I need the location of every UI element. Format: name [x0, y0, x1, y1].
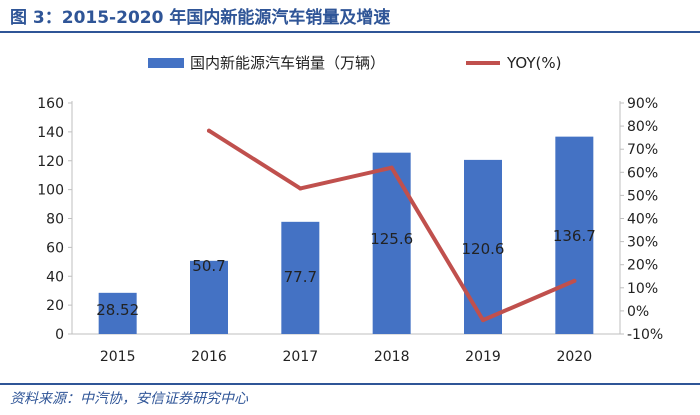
- yoy-point: [298, 186, 303, 191]
- x-tick-label: 2016: [191, 349, 227, 365]
- yoy-point: [389, 165, 394, 170]
- left-tick-label: 100: [37, 183, 64, 199]
- yoy-point: [481, 318, 485, 323]
- legend-bar-swatch: [148, 58, 184, 68]
- sales-bar: [190, 260, 228, 334]
- sales-data-label: 136.7: [553, 227, 596, 245]
- right-tick-label: 40%: [627, 212, 658, 228]
- left-tick-label: 80: [46, 212, 64, 228]
- legend-line-label: YOY(%): [506, 54, 561, 72]
- yoy-point: [207, 128, 211, 133]
- sales-data-label: 28.52: [96, 301, 139, 319]
- sales-bar: [98, 292, 137, 334]
- sales-bar: [281, 221, 320, 334]
- right-tick-label: 80%: [627, 119, 658, 135]
- right-tick-label: 0%: [627, 304, 649, 320]
- right-tick-label: 60%: [627, 165, 658, 181]
- left-tick-label: 0: [55, 327, 64, 343]
- title-divider: [0, 31, 700, 33]
- left-tick-label: 60: [46, 240, 64, 256]
- sales-bar: [372, 152, 411, 334]
- right-tick-label: 70%: [627, 142, 658, 158]
- right-tick-label: 50%: [627, 188, 658, 204]
- right-tick-label: 10%: [627, 281, 658, 297]
- legend-bar-label: 国内新能源汽车销量（万辆）: [190, 54, 385, 72]
- right-tick-label: 30%: [627, 235, 658, 251]
- sales-data-label: 120.6: [462, 240, 505, 258]
- sales-data-label: 77.7: [284, 268, 317, 286]
- source-note: 资料来源：中汽协，安信证券研究中心: [10, 391, 248, 407]
- left-tick-label: 40: [46, 269, 64, 285]
- x-tick-label: 2019: [465, 349, 501, 365]
- x-tick-label: 2020: [557, 349, 593, 365]
- left-tick-label: 20: [46, 298, 64, 314]
- sales-bar: [464, 159, 502, 334]
- right-tick-label: -10%: [627, 327, 663, 343]
- right-tick-label: 20%: [627, 258, 658, 274]
- x-tick-label: 2018: [374, 349, 410, 365]
- source-divider: [0, 383, 700, 385]
- left-tick-label: 160: [37, 96, 64, 112]
- x-tick-label: 2017: [283, 349, 319, 365]
- sales-data-label: 125.6: [370, 230, 413, 248]
- chart-title: 图 3：2015-2020 年国内新能源汽车销量及增速: [10, 8, 391, 28]
- left-tick-label: 140: [37, 125, 64, 141]
- x-tick-label: 2015: [100, 349, 136, 365]
- sales-data-label: 50.7: [192, 257, 225, 275]
- sales-bar: [555, 136, 594, 334]
- yoy-point: [572, 278, 577, 283]
- left-tick-label: 120: [37, 154, 64, 170]
- right-tick-label: 90%: [627, 96, 658, 112]
